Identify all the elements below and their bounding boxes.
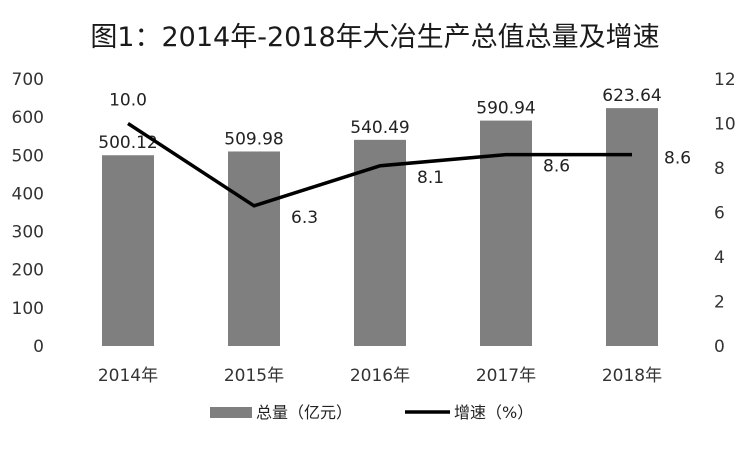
line-value-label-1: 6.3: [291, 208, 318, 228]
bar-value-label-1: 509.98: [224, 129, 283, 149]
chart-title: 图1：2014年-2018年大冶生产总值总量及增速: [90, 22, 659, 53]
right-axis-tick-6: 12: [714, 70, 736, 90]
left-axis-tick-0: 0: [33, 337, 44, 357]
legend-bar-label: 总量（亿元）: [256, 403, 352, 422]
right-axis-tick-5: 10: [714, 115, 736, 135]
x-axis-tick-1: 2015年: [224, 366, 284, 386]
x-axis: 2014年 2015年 2016年 2017年 2018年: [98, 366, 662, 386]
bar-value-label-0: 500.12: [98, 133, 157, 153]
bar-4: [606, 108, 658, 346]
bar-0: [102, 155, 154, 346]
legend: 总量（亿元） 增速（%）: [210, 403, 533, 422]
line-value-label-2: 8.1: [417, 168, 444, 188]
line-value-label-0: 10.0: [109, 91, 147, 111]
bar-value-label-4: 623.64: [602, 86, 661, 106]
bar-1: [228, 151, 280, 346]
line-value-label-4: 8.6: [664, 149, 691, 169]
right-axis-tick-1: 2: [714, 293, 725, 313]
left-axis-tick-6: 600: [12, 108, 44, 128]
right-y-axis: 0 2 4 6 8 10 12: [714, 70, 736, 357]
left-axis-tick-5: 500: [12, 146, 44, 166]
bar-value-label-2: 540.49: [350, 118, 409, 138]
bar-2: [354, 139, 406, 346]
left-y-axis: 0 100 200 300 400 500 600 700: [12, 70, 44, 357]
bar-value-label-3: 590.94: [476, 99, 535, 119]
x-axis-tick-3: 2017年: [476, 366, 536, 386]
x-axis-tick-4: 2018年: [602, 366, 662, 386]
left-axis-tick-1: 100: [12, 299, 44, 319]
right-axis-tick-2: 4: [714, 248, 725, 268]
left-axis-tick-2: 200: [12, 261, 44, 281]
x-axis-tick-0: 2014年: [98, 366, 158, 386]
legend-bar-swatch: [210, 407, 252, 418]
right-axis-tick-4: 8: [714, 159, 725, 179]
right-axis-tick-3: 6: [714, 204, 725, 224]
legend-line-label: 增速（%）: [454, 403, 533, 422]
bar-3: [480, 120, 532, 346]
x-axis-tick-2: 2016年: [350, 366, 410, 386]
left-axis-tick-4: 400: [12, 184, 44, 204]
right-axis-tick-0: 0: [714, 337, 725, 357]
line-value-label-3: 8.6: [543, 157, 570, 177]
bar-data-labels: 500.12 509.98 540.49 590.94 623.64: [98, 86, 661, 153]
left-axis-tick-3: 300: [12, 223, 44, 243]
bar-series: [102, 108, 658, 346]
left-axis-tick-7: 700: [12, 70, 44, 90]
line-data-labels: 10.0 6.3 8.1 8.6 8.6: [109, 91, 691, 228]
line-series: [127, 122, 633, 208]
